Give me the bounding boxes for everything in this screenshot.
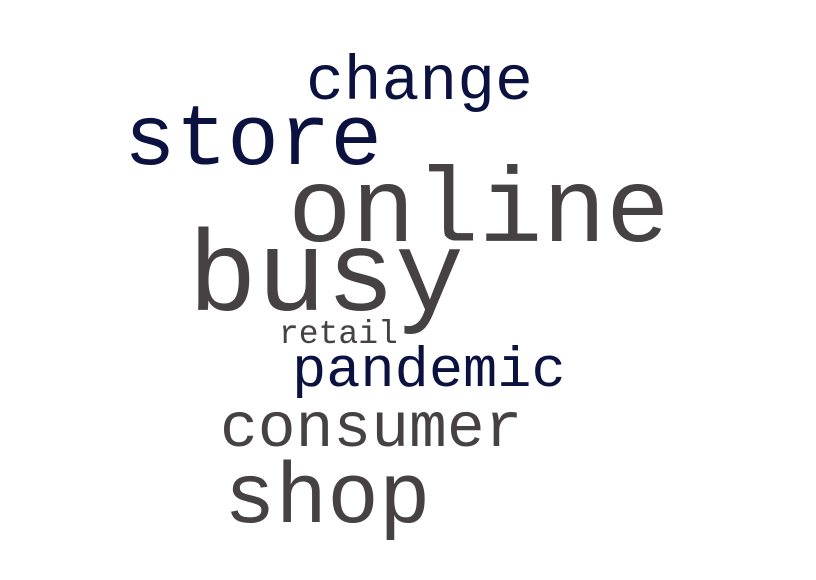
word-busy: busy xyxy=(188,214,465,345)
word-change: change xyxy=(306,47,533,118)
word-pandemic: pandemic xyxy=(292,340,566,404)
word-store: store xyxy=(124,92,383,190)
word-shop: shop xyxy=(224,450,431,548)
word-consumer: consumer xyxy=(220,394,523,465)
word-retail: retail xyxy=(279,316,398,353)
word-online: online xyxy=(288,153,670,273)
